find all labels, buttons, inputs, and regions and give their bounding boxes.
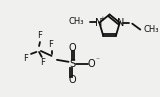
Text: O: O <box>68 75 76 85</box>
Text: F: F <box>38 31 42 40</box>
Text: ⁻: ⁻ <box>95 55 99 64</box>
Text: CH₃: CH₃ <box>69 17 84 26</box>
Text: CH₃: CH₃ <box>144 25 159 34</box>
Text: O: O <box>68 43 76 53</box>
Text: F: F <box>23 54 28 63</box>
Text: F: F <box>48 40 53 49</box>
Text: N: N <box>116 18 124 28</box>
Text: +: + <box>100 16 105 22</box>
Text: F: F <box>40 58 45 67</box>
Text: O: O <box>88 59 96 69</box>
Text: N: N <box>95 18 103 28</box>
Text: S: S <box>69 59 75 69</box>
